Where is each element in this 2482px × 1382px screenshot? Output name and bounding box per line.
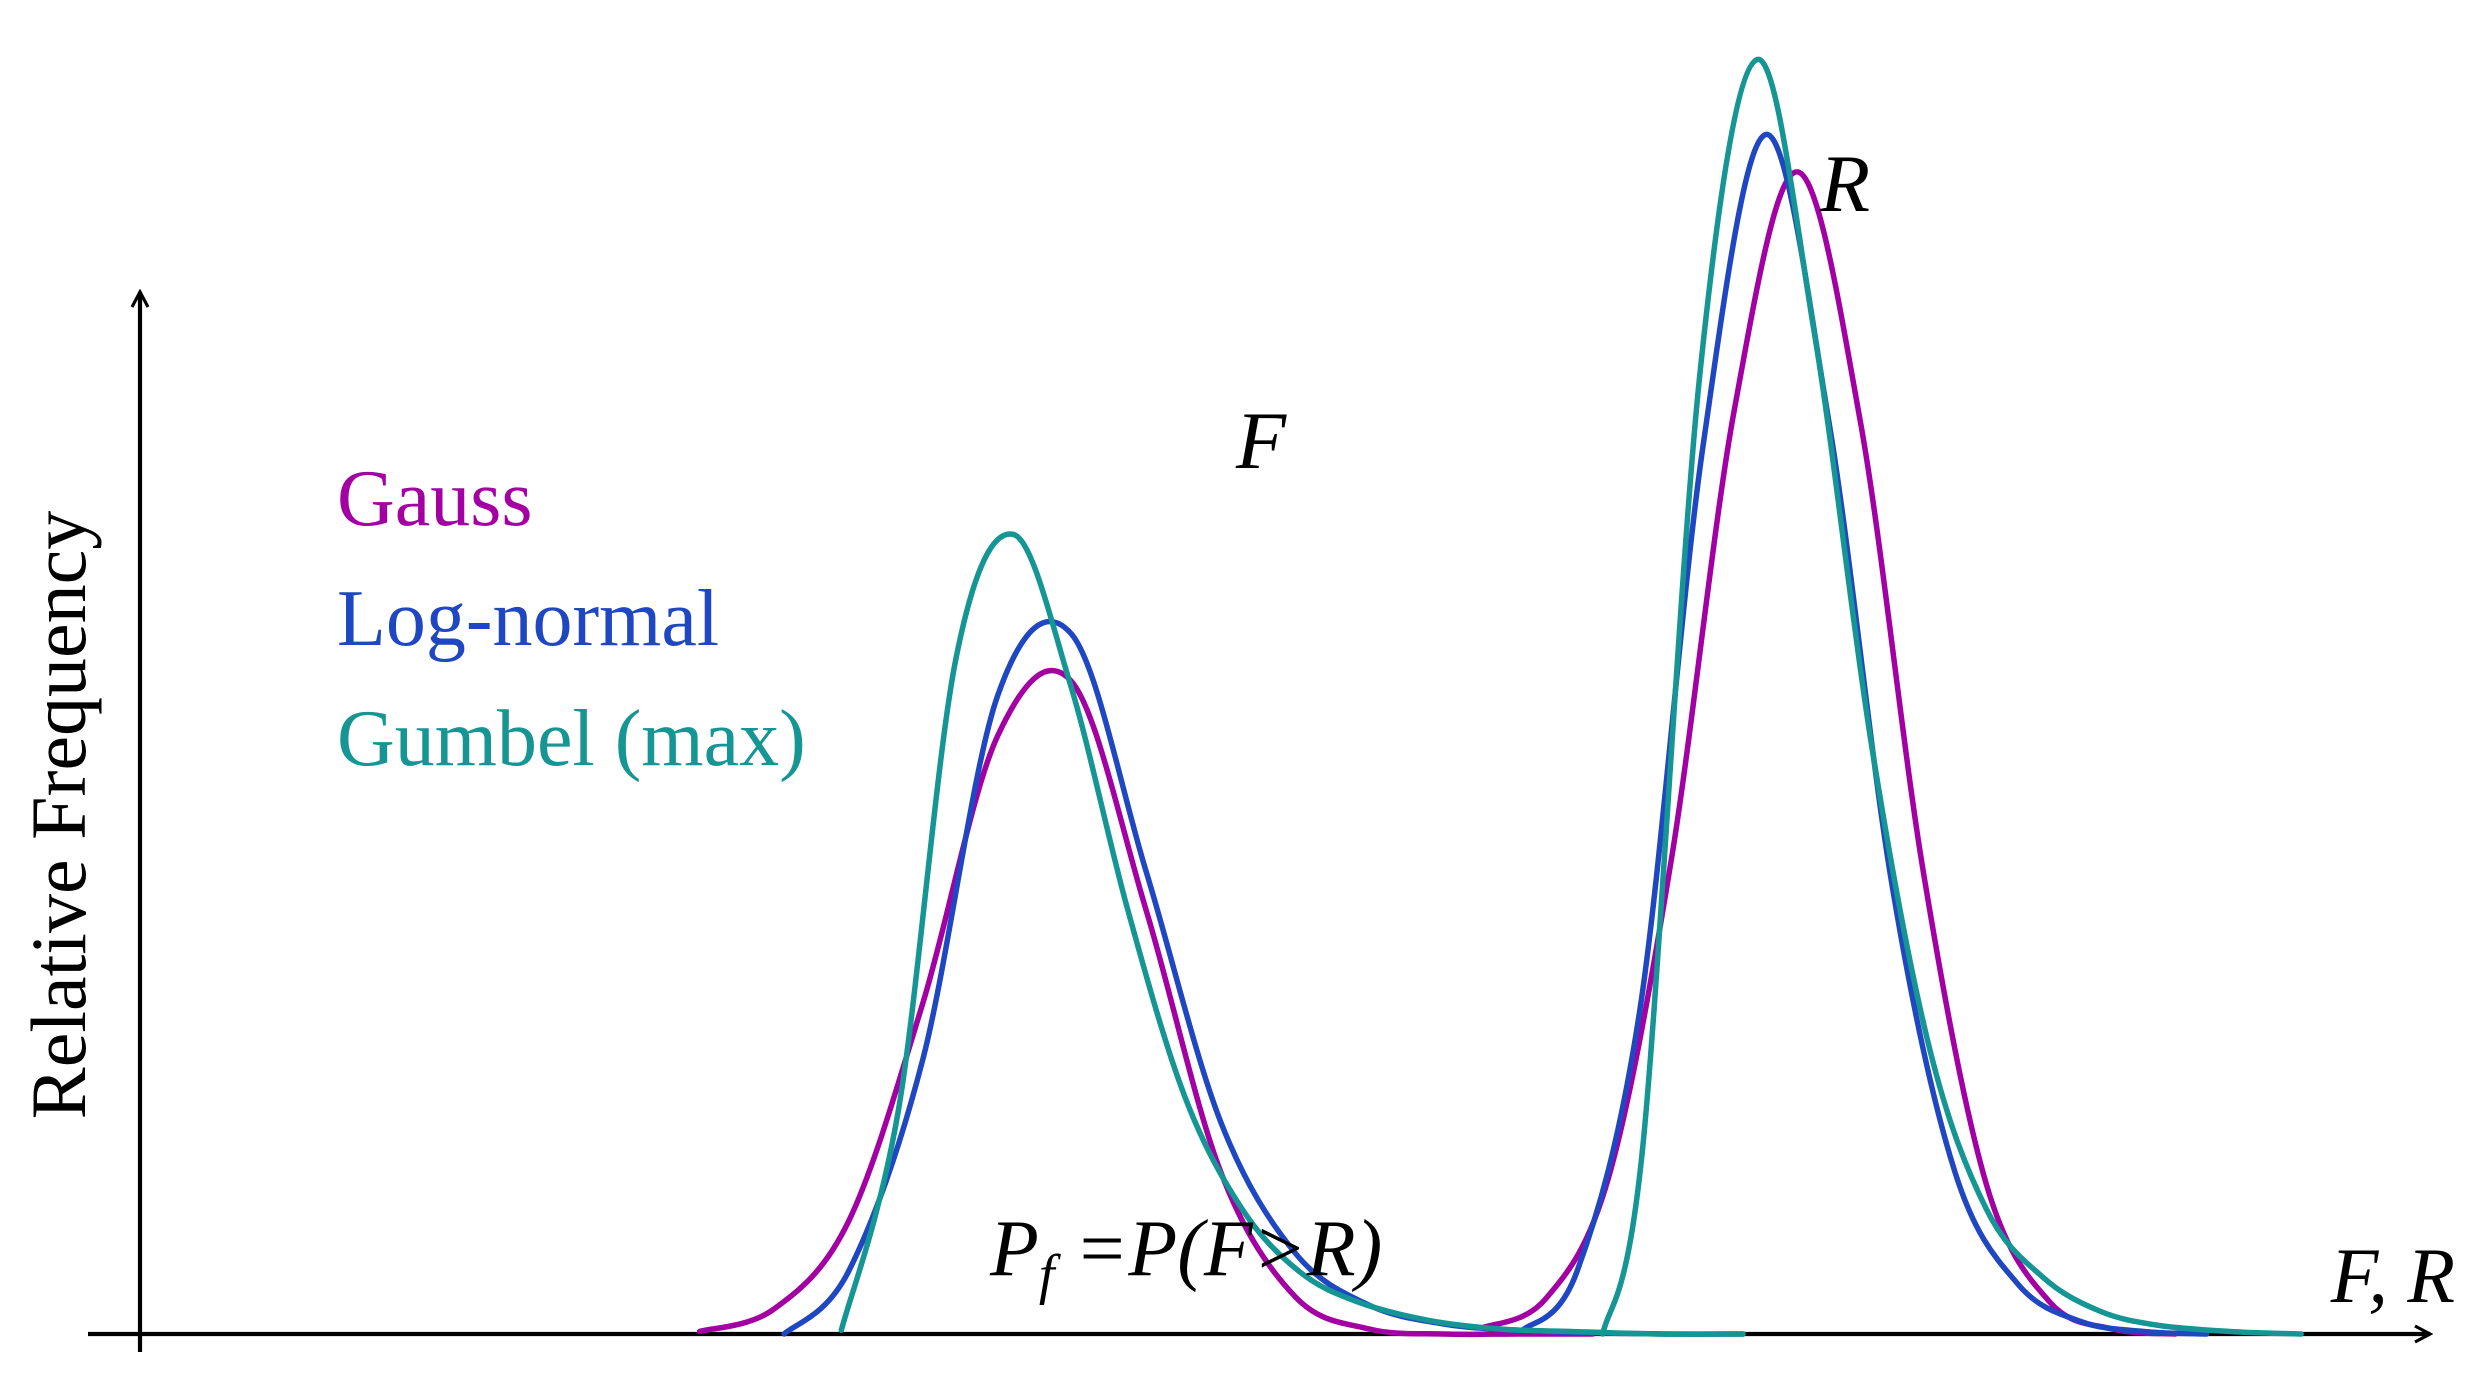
legend-entry-log-normal: Log-normal xyxy=(337,575,719,663)
failure-probability-label: Pf =P(F>R) xyxy=(989,1205,1382,1306)
legend: Gauss Log-normal Gumbel (max) xyxy=(337,455,806,783)
pf-symbol: P xyxy=(989,1205,1039,1293)
series-curves xyxy=(696,56,2304,1338)
gumbel_max-curve-f xyxy=(838,531,1746,1337)
curve-label-r: R xyxy=(1819,138,1870,229)
y-axis-label: Relative Frequency xyxy=(15,511,102,1120)
legend-entry-gauss: Gauss xyxy=(337,455,533,543)
lognormal-curve-r xyxy=(1519,131,2210,1337)
gauss-curve-r xyxy=(1479,169,2178,1337)
gumbel_max-curve-r xyxy=(1599,56,2304,1337)
curve-label-f: F xyxy=(1235,395,1287,486)
x-axis-label: F, R xyxy=(2330,1232,2455,1319)
pf-expression: =P(F>R) xyxy=(1054,1205,1382,1293)
legend-entry-gumbel-max: Gumbel (max) xyxy=(337,695,806,783)
gauss-curve-f xyxy=(696,667,1596,1338)
